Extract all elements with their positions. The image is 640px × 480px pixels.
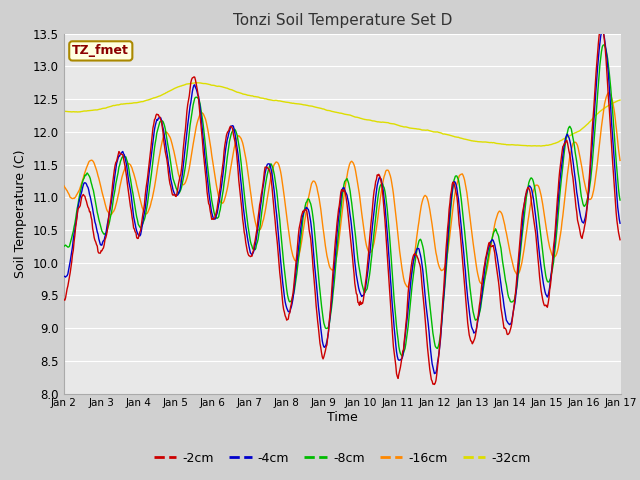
Text: TZ_fmet: TZ_fmet bbox=[72, 44, 129, 58]
Y-axis label: Soil Temperature (C): Soil Temperature (C) bbox=[15, 149, 28, 278]
Legend: -2cm, -4cm, -8cm, -16cm, -32cm: -2cm, -4cm, -8cm, -16cm, -32cm bbox=[149, 447, 536, 469]
Title: Tonzi Soil Temperature Set D: Tonzi Soil Temperature Set D bbox=[233, 13, 452, 28]
X-axis label: Time: Time bbox=[327, 411, 358, 424]
